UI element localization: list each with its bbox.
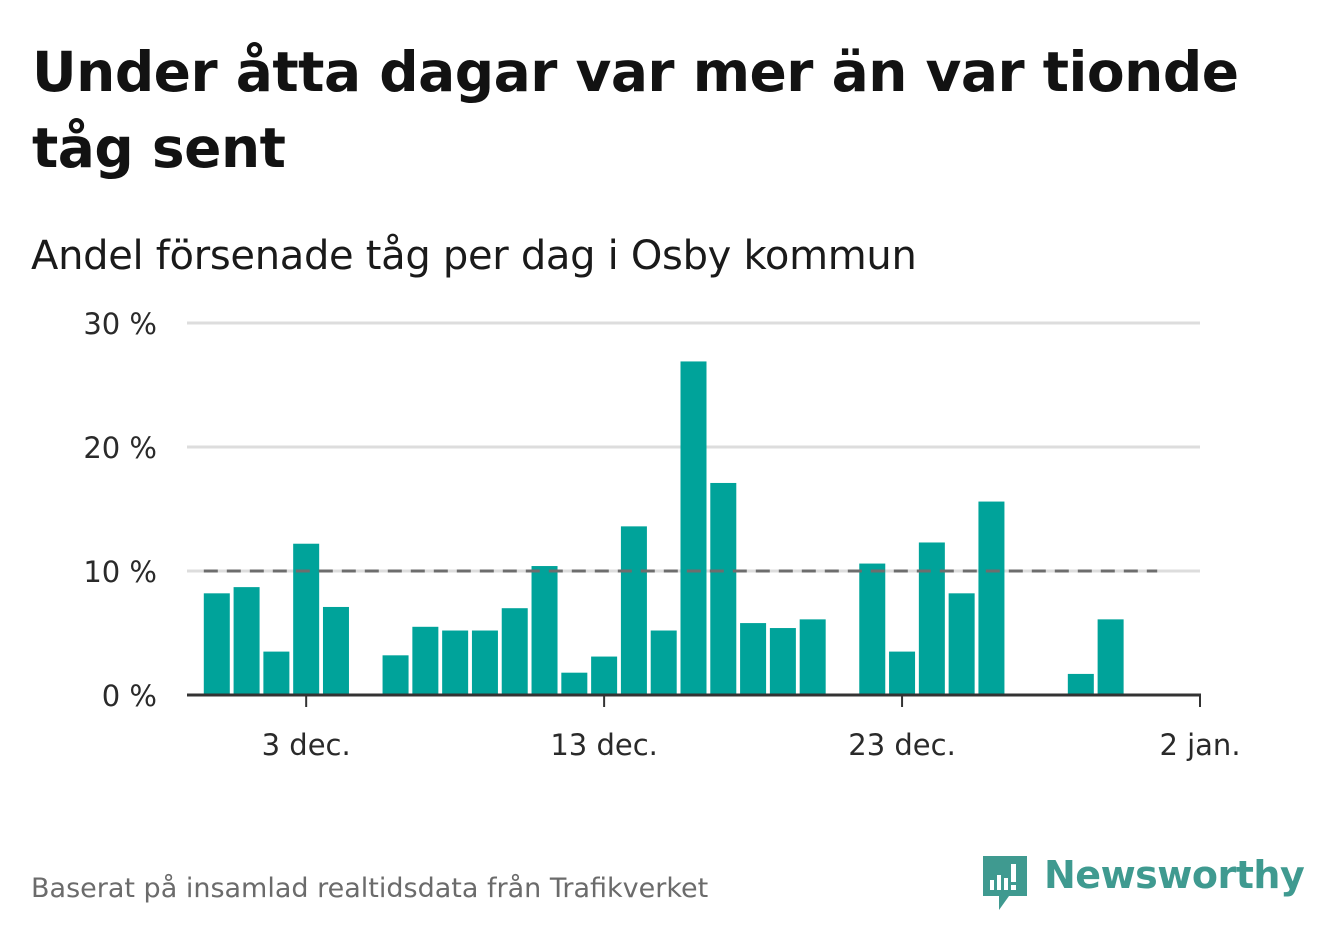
bar [1067,673,1094,695]
y-tick-label: 0 % [102,679,157,713]
chart-subtitle: Andel försenade tåg per dag i Osby kommu… [31,233,917,279]
bar [978,501,1005,695]
x-tick-label: 3 dec. [262,728,351,762]
bar [382,655,409,695]
bar [531,566,558,695]
bar [412,626,439,695]
bar [710,482,737,695]
bar [501,608,528,695]
bar [233,587,260,695]
y-tick-label: 10 % [83,555,157,589]
x-tick-label: 13 dec. [550,728,658,762]
x-tick-label: 2 jan. [1159,728,1240,762]
brand-logo: Newsworthy [979,850,1305,914]
bar [1097,619,1124,695]
bar [948,593,975,695]
bar [322,606,349,695]
bar [769,628,796,695]
bar [680,361,707,695]
bar [591,656,618,695]
bar [203,593,230,695]
bar [918,542,945,695]
bar [740,623,767,695]
bar [650,630,677,695]
y-tick-label: 20 % [83,431,157,465]
bar [799,619,826,695]
x-tick-label: 23 dec. [848,728,956,762]
bar-chart: 0 % 10 % 20 % 30 % 3 dec. 13 dec. 23 dec. 2 jan… [83,307,1240,762]
source-note: Baserat på insamlad realtidsdata från Tr… [31,873,709,904]
bar [889,651,916,695]
bar [263,651,290,695]
bar [620,526,647,695]
bar [442,630,469,695]
bars [203,361,1124,695]
bar [561,672,588,695]
y-tick-label: 30 % [83,307,157,341]
bar [293,543,320,695]
bar [471,630,498,695]
newsworthy-logo-icon [979,852,1031,912]
bar [859,563,886,695]
brand-name: Newsworthy [1044,853,1305,897]
chart-title: Under åtta dagar var mer än var tionde t… [32,40,1239,180]
axes: 0 % 10 % 20 % 30 % 3 dec. 13 dec. 23 dec. 2 jan… [83,307,1240,762]
